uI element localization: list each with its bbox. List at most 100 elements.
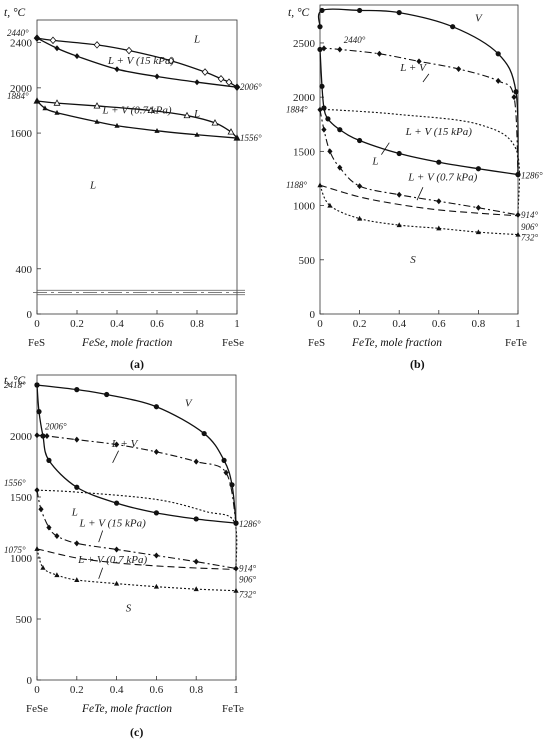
data-point	[74, 53, 80, 60]
data-point	[233, 565, 239, 572]
data-point	[147, 106, 155, 114]
region-label: L	[89, 179, 96, 191]
y-tick-label: 1000	[10, 553, 33, 565]
panel-c-x-left-label: FeSe	[26, 703, 48, 715]
x-tick-label: 0	[34, 684, 40, 696]
temperature-annotation: 1884°	[7, 91, 29, 101]
leader-line	[381, 142, 390, 155]
y-tick-label: 400	[16, 264, 33, 276]
data-point	[325, 116, 331, 122]
x-tick-label: 0.8	[189, 684, 203, 696]
y-tick-label: 1500	[293, 146, 316, 158]
data-point	[221, 457, 227, 463]
data-point	[396, 150, 402, 157]
data-point	[357, 215, 363, 221]
series-line	[36, 384, 237, 524]
x-tick-label: 1	[233, 684, 239, 696]
y-tick-label: 500	[299, 255, 316, 267]
data-point	[337, 164, 343, 171]
data-point	[34, 546, 40, 551]
data-point	[495, 51, 501, 57]
data-point	[54, 533, 60, 540]
data-point	[193, 516, 199, 522]
data-point	[317, 182, 323, 188]
y-tick-label: 0	[310, 309, 316, 321]
temperature-annotation: 1286°	[521, 171, 543, 181]
data-point	[234, 135, 240, 141]
data-point	[436, 198, 442, 205]
x-tick-label: 0.6	[150, 684, 164, 696]
region-label: L	[193, 108, 200, 120]
region-label: S	[410, 254, 416, 266]
data-point	[475, 166, 481, 172]
data-point	[94, 118, 100, 124]
data-point	[153, 583, 159, 589]
region-label: L + V (15 kPa)	[78, 517, 146, 529]
y-tick-label: 2000	[10, 83, 33, 95]
data-point	[36, 409, 42, 415]
x-tick-label: 0	[34, 318, 40, 330]
temperature-annotation: 914°	[239, 563, 257, 573]
temperature-annotation: 2418°	[4, 380, 26, 390]
panel-c-xlabel: FeTe, mole fraction	[81, 703, 172, 715]
temperature-annotation: 1286°	[239, 519, 261, 529]
data-point	[153, 448, 159, 455]
plot-frame	[319, 4, 519, 315]
y-tick-label: 2000	[293, 92, 316, 104]
x-tick-label: 0	[317, 318, 323, 330]
data-point	[114, 66, 120, 73]
series-line	[36, 490, 237, 570]
temperature-annotation: 906°	[521, 222, 539, 232]
data-point	[229, 482, 235, 488]
data-point	[154, 73, 160, 80]
y-tick-label: 1000	[293, 201, 316, 213]
x-tick-label: 0.6	[150, 318, 164, 330]
data-point	[34, 382, 40, 388]
data-point	[327, 202, 333, 208]
temperature-annotation: 1556°	[4, 478, 26, 488]
leader-line	[416, 186, 424, 201]
region-label: S	[126, 603, 132, 615]
region-label: L + V (15 kPa)	[107, 55, 175, 67]
temperature-annotation: 2440°	[344, 35, 366, 45]
x-tick-label: 0.4	[110, 684, 124, 696]
data-point	[74, 436, 80, 443]
temperature-annotation: 1556°	[240, 133, 262, 143]
series-line	[319, 49, 519, 176]
leader-line	[112, 450, 119, 464]
data-point	[495, 77, 501, 84]
data-point	[93, 41, 101, 49]
plot-frame	[36, 19, 238, 315]
data-point	[513, 89, 519, 95]
data-point	[511, 94, 517, 101]
temperature-annotation: 2440°	[7, 28, 29, 38]
y-tick-label: 2400	[10, 38, 33, 50]
data-point	[34, 35, 40, 42]
panel-b-label: (b)	[410, 357, 425, 371]
series-line	[36, 548, 237, 571]
data-point	[114, 580, 120, 586]
data-point	[217, 74, 225, 83]
temperature-annotation: 1884°	[286, 105, 308, 115]
leader-line	[98, 530, 104, 543]
temperature-annotation: 906°	[239, 574, 257, 584]
data-point	[337, 127, 343, 133]
region-label: L	[371, 155, 378, 167]
x-tick-label: 0.8	[190, 318, 204, 330]
data-point	[194, 79, 200, 86]
data-point	[34, 432, 40, 439]
panel-a-xlabel: FeSe, mole fraction	[81, 337, 173, 349]
data-point	[167, 56, 175, 65]
data-point	[44, 433, 50, 439]
y-tick-label: 2000	[10, 431, 33, 443]
data-point	[201, 430, 207, 437]
data-point	[321, 126, 327, 133]
data-point	[475, 204, 481, 211]
data-point	[46, 524, 52, 531]
data-point	[193, 458, 199, 465]
y-tick-label: 0	[27, 309, 33, 321]
data-point	[337, 46, 343, 53]
y-tick-label: 0	[27, 675, 33, 687]
data-point	[54, 45, 60, 52]
panel-b-xlabel: FeTe, mole fraction	[351, 337, 442, 349]
